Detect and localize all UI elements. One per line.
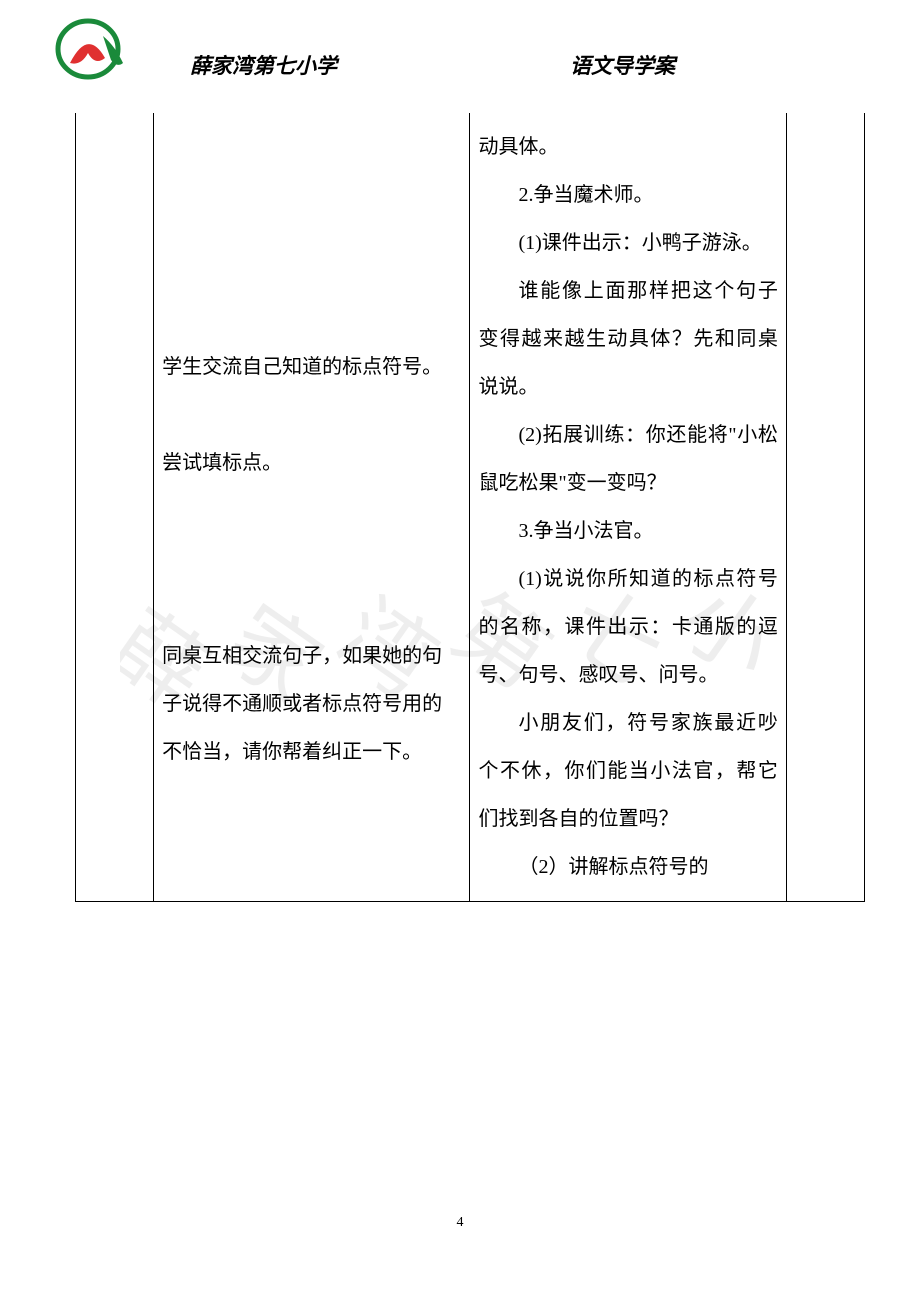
- student-activity-cell: 学生交流自己知道的标点符号。 尝试填标点。 同桌互相交流句子，如果她的句子说得不…: [154, 113, 470, 902]
- left-p3: 同桌互相交流句子，如果她的句子说得不通顺或者标点符号用的不恰当，请你帮着纠正一下…: [162, 632, 461, 776]
- right-p1: 动具体。: [478, 123, 777, 171]
- right-p5: (2)拓展训练：你还能将"小松鼠吃松果"变一变吗？: [478, 411, 777, 507]
- right-p2: 2.争当魔术师。: [478, 171, 777, 219]
- right-p8: 小朋友们，符号家族最近吵个不休，你们能当小法官，帮它们找到各自的位置吗？: [478, 699, 777, 843]
- table-col-4: [786, 113, 864, 902]
- right-p6: 3.争当小法官。: [478, 507, 777, 555]
- teacher-activity-cell: 动具体。 2.争当魔术师。 (1)课件出示：小鸭子游泳。 谁能像上面那样把这个句…: [470, 113, 786, 902]
- lesson-table: 学生交流自己知道的标点符号。 尝试填标点。 同桌互相交流句子，如果她的句子说得不…: [75, 113, 865, 902]
- school-logo: [55, 18, 125, 80]
- page-number: 4: [0, 1215, 920, 1231]
- left-p2: 尝试填标点。: [162, 439, 461, 487]
- table-col-1: [76, 113, 154, 902]
- school-name: 薛家湾第七小学: [190, 50, 337, 80]
- right-p4: 谁能像上面那样把这个句子变得越来越生动具体？先和同桌说说。: [478, 267, 777, 411]
- right-p7: (1)说说你所知道的标点符号的名称，课件出示：卡通版的逗号、句号、感叹号、问号。: [478, 555, 777, 699]
- subject-name: 语文导学案: [570, 50, 675, 80]
- left-p1: 学生交流自己知道的标点符号。: [162, 343, 461, 391]
- right-p3: (1)课件出示：小鸭子游泳。: [478, 219, 777, 267]
- right-p9: （2）讲解标点符号的: [478, 843, 777, 891]
